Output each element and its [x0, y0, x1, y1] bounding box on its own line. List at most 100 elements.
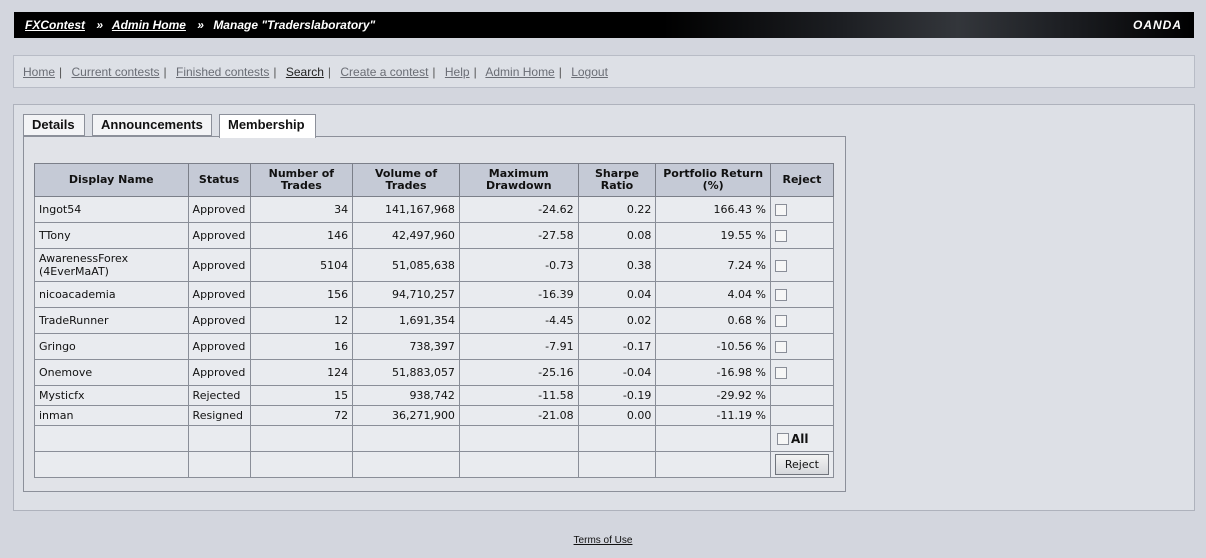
empty-cell [187, 451, 251, 478]
cell-display-name: nicoacademia [34, 281, 189, 308]
cell-trades: 146 [249, 222, 354, 249]
terms-of-use-link[interactable]: Terms of Use [573, 535, 633, 546]
cell-trades: 16 [249, 333, 354, 360]
select-all-checkbox[interactable] [776, 433, 789, 445]
table-row: inman Resigned 72 36,271,900 -21.08 0.00… [34, 405, 835, 426]
footer: Terms of Use [0, 535, 1206, 546]
tab-membership[interactable]: Membership [219, 114, 316, 138]
reject-checkbox[interactable] [774, 315, 787, 327]
cell-reject [769, 248, 835, 282]
empty-cell [352, 451, 460, 478]
nav-finished-contests-link[interactable]: Finished contests [176, 65, 270, 79]
nav-separator: | [327, 65, 332, 79]
column-header-maximum-drawdown: Maximum Drawdown [458, 163, 579, 197]
cell-display-name: Gringo [34, 333, 189, 360]
cell-trades: 12 [249, 307, 354, 334]
oanda-logo: OANDA [1133, 18, 1182, 32]
reject-button-cell: Reject [769, 451, 835, 478]
cell-drawdown: -4.45 [458, 307, 579, 334]
cell-status: Approved [187, 307, 251, 334]
table-row: Mysticfx Rejected 15 938,742 -11.58 -0.1… [34, 385, 835, 406]
nav-search-link[interactable]: Search [285, 65, 324, 79]
column-header-display-name: Display Name [34, 163, 189, 197]
reject-button[interactable]: Reject [774, 454, 829, 475]
cell-drawdown: -7.91 [458, 333, 579, 360]
cell-sharpe: 0.08 [577, 222, 657, 249]
empty-cell [249, 425, 354, 452]
nav-help-link[interactable]: Help [444, 65, 470, 79]
cell-reject-empty [769, 405, 835, 426]
cell-volume: 1,691,354 [352, 307, 460, 334]
cell-drawdown: -27.58 [458, 222, 579, 249]
nav-separator: | [59, 65, 63, 79]
reject-checkbox[interactable] [774, 367, 787, 379]
cell-return: -10.56 % [655, 333, 771, 360]
cell-trades: 15 [249, 385, 354, 406]
cell-drawdown: -11.58 [458, 385, 579, 406]
empty-cell [458, 425, 579, 452]
select-all-cell: All [769, 425, 835, 452]
cell-volume: 94,710,257 [352, 281, 460, 308]
cell-trades: 156 [249, 281, 354, 308]
cell-return: 166.43 % [655, 196, 771, 223]
breadcrumb-current-page: Manage "Traderslaboratory" [213, 18, 376, 32]
breadcrumb-fxcontest-link[interactable]: FXContest [25, 18, 85, 32]
cell-sharpe: -0.19 [577, 385, 657, 406]
cell-return: -29.92 % [655, 385, 771, 406]
cell-volume: 36,271,900 [352, 405, 460, 426]
top-header-bar: FXContest » Admin Home » Manage "Traders… [14, 12, 1194, 38]
cell-return: -11.19 % [655, 405, 771, 426]
nav-separator: | [163, 65, 167, 79]
action-row: Reject [34, 451, 835, 478]
empty-cell [34, 451, 189, 478]
tab-details[interactable]: Details [23, 114, 85, 136]
cell-status: Resigned [187, 405, 251, 426]
cell-return: -16.98 % [655, 359, 771, 386]
table-row: AwarenessForex (4EverMaAT) Approved 5104… [34, 248, 835, 282]
cell-display-name: inman [34, 405, 189, 426]
reject-checkbox[interactable] [774, 259, 787, 272]
cell-volume: 938,742 [352, 385, 460, 406]
cell-reject [769, 359, 835, 386]
cell-status: Approved [187, 281, 251, 308]
table-row: Onemove Approved 124 51,883,057 -25.16 -… [34, 359, 835, 386]
column-header-number-of-trades: Number of Trades [249, 163, 354, 197]
reject-checkbox[interactable] [774, 341, 787, 353]
empty-cell [655, 425, 771, 452]
nav-create-contest-link[interactable]: Create a contest [340, 65, 429, 79]
nav-home-link[interactable]: Home [23, 65, 56, 79]
reject-checkbox[interactable] [774, 289, 787, 301]
nav-logout-link[interactable]: Logout [571, 65, 608, 79]
empty-cell [352, 425, 460, 452]
empty-cell [458, 451, 579, 478]
cell-return: 4.04 % [655, 281, 771, 308]
cell-sharpe: -0.04 [577, 359, 657, 386]
cell-reject [769, 222, 835, 249]
column-header-volume-of-trades: Volume of Trades [352, 163, 460, 197]
membership-content: Display Name Status Number of Trades Vol… [23, 136, 846, 492]
cell-display-name: TradeRunner [34, 307, 189, 334]
main-nav-bar: Home | Current contests | Finished contest… [13, 55, 1195, 88]
cell-display-name: Mysticfx [34, 385, 189, 406]
cell-display-name: Ingot54 [34, 196, 189, 223]
cell-display-name: AwarenessForex (4EverMaAT) [34, 248, 189, 282]
reject-checkbox[interactable] [774, 230, 787, 242]
cell-reject [769, 196, 835, 223]
cell-reject-empty [769, 385, 835, 406]
cell-reject [769, 281, 835, 308]
breadcrumb-separator: » [197, 18, 204, 32]
cell-sharpe: 0.38 [577, 248, 657, 282]
cell-trades: 5104 [249, 248, 354, 282]
column-header-status: Status [187, 163, 251, 197]
cell-volume: 42,497,960 [352, 222, 460, 249]
cell-sharpe: 0.02 [577, 307, 657, 334]
nav-separator: | [273, 65, 277, 79]
column-header-portfolio-return: Portfolio Return (%) [655, 163, 771, 197]
cell-trades: 72 [249, 405, 354, 426]
tab-announcements[interactable]: Announcements [92, 114, 212, 136]
breadcrumb-admin-home-link[interactable]: Admin Home [111, 18, 186, 32]
select-all-row: All [34, 425, 835, 452]
nav-admin-home-link[interactable]: Admin Home [485, 65, 555, 79]
reject-checkbox[interactable] [774, 204, 787, 216]
nav-current-contests-link[interactable]: Current contests [71, 65, 160, 79]
